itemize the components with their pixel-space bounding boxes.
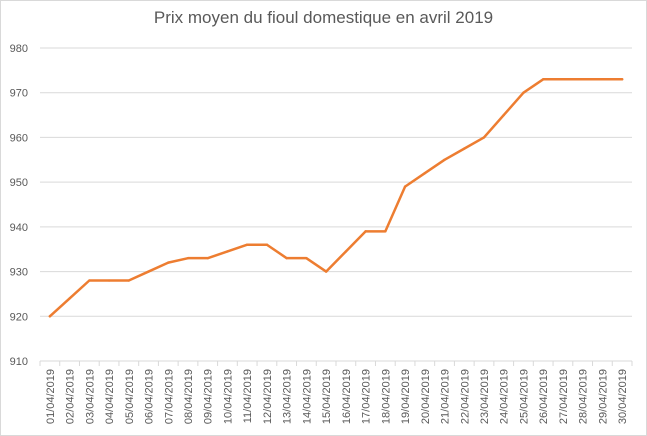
data-point: [384, 230, 387, 233]
x-tick-label: 19/04/2019: [400, 369, 412, 424]
x-tick-label: 29/04/2019: [597, 369, 609, 424]
x-tick-label: 02/04/2019: [65, 369, 77, 424]
data-point: [167, 261, 170, 264]
data-point: [285, 256, 288, 260]
data-point: [265, 243, 269, 246]
x-tick-label: 04/04/2019: [104, 369, 116, 424]
x-tick-label: 12/04/2019: [262, 369, 274, 424]
x-tick-label: 21/04/2019: [440, 369, 452, 424]
data-point: [305, 256, 308, 260]
x-tick-label: 03/04/2019: [84, 369, 96, 424]
data-point: [206, 256, 209, 260]
series-line: [48, 78, 624, 318]
data-point: [344, 250, 348, 253]
x-tick-label: 05/04/2019: [124, 369, 136, 424]
x-tick-label: 26/04/2019: [538, 369, 550, 424]
data-point: [186, 256, 190, 260]
x-tick-label: 08/04/2019: [183, 369, 195, 424]
y-tick-label: 920: [10, 311, 28, 323]
x-tick-label: 07/04/2019: [163, 369, 175, 424]
data-point: [581, 78, 584, 81]
data-point: [246, 243, 249, 246]
x-tick-label: 25/04/2019: [518, 369, 530, 424]
y-tick-label: 970: [10, 88, 28, 100]
y-tick-label: 950: [10, 177, 28, 189]
data-point: [88, 279, 91, 282]
x-tick-label: 16/04/2019: [341, 369, 353, 424]
data-point: [443, 158, 446, 161]
data-point: [226, 250, 229, 253]
x-tick-label: 09/04/2019: [203, 369, 215, 424]
x-tick-label: 22/04/2019: [459, 369, 471, 424]
x-tick-label: 11/04/2019: [242, 369, 254, 423]
x-tick-label: 18/04/2019: [380, 369, 392, 424]
y-tick-label: 910: [10, 356, 28, 368]
data-point: [601, 78, 604, 81]
data-point: [403, 185, 407, 188]
data-point: [364, 230, 367, 233]
x-tick-label: 30/04/2019: [617, 369, 629, 424]
x-tick-label: 10/04/2019: [222, 369, 234, 424]
x-tick-label: 28/04/2019: [578, 369, 590, 424]
y-tick-label: 960: [10, 132, 28, 144]
chart-title: Prix moyen du fioul domestique en avril …: [153, 8, 494, 27]
x-tick-label: 20/04/2019: [420, 369, 432, 424]
x-tick-label: 17/04/2019: [361, 369, 373, 424]
data-point: [482, 136, 486, 139]
x-tick-label: 06/04/2019: [144, 369, 156, 424]
y-tick-label: 980: [10, 43, 28, 55]
data-point: [542, 78, 545, 81]
x-tick-label: 01/04/2019: [45, 369, 57, 424]
data-point: [324, 270, 328, 273]
data-point: [48, 315, 52, 318]
data-point: [68, 297, 71, 300]
x-tick-label: 24/04/2019: [499, 369, 511, 424]
x-tick-label: 15/04/2019: [321, 369, 333, 424]
data-point: [620, 78, 624, 81]
y-tick-label: 930: [10, 267, 28, 279]
data-point: [463, 147, 466, 150]
data-point: [107, 279, 111, 282]
data-point: [502, 113, 505, 117]
x-tick-label: 23/04/2019: [479, 369, 491, 424]
data-point: [522, 91, 525, 94]
x-tick-label: 13/04/2019: [282, 369, 294, 424]
data-point: [147, 270, 150, 273]
data-point: [561, 78, 565, 81]
y-tick-label: 940: [10, 222, 28, 234]
data-point: [127, 279, 130, 282]
x-tick-label: 27/04/2019: [558, 369, 570, 424]
data-point: [423, 172, 426, 175]
x-tick-label: 14/04/2019: [301, 369, 313, 424]
